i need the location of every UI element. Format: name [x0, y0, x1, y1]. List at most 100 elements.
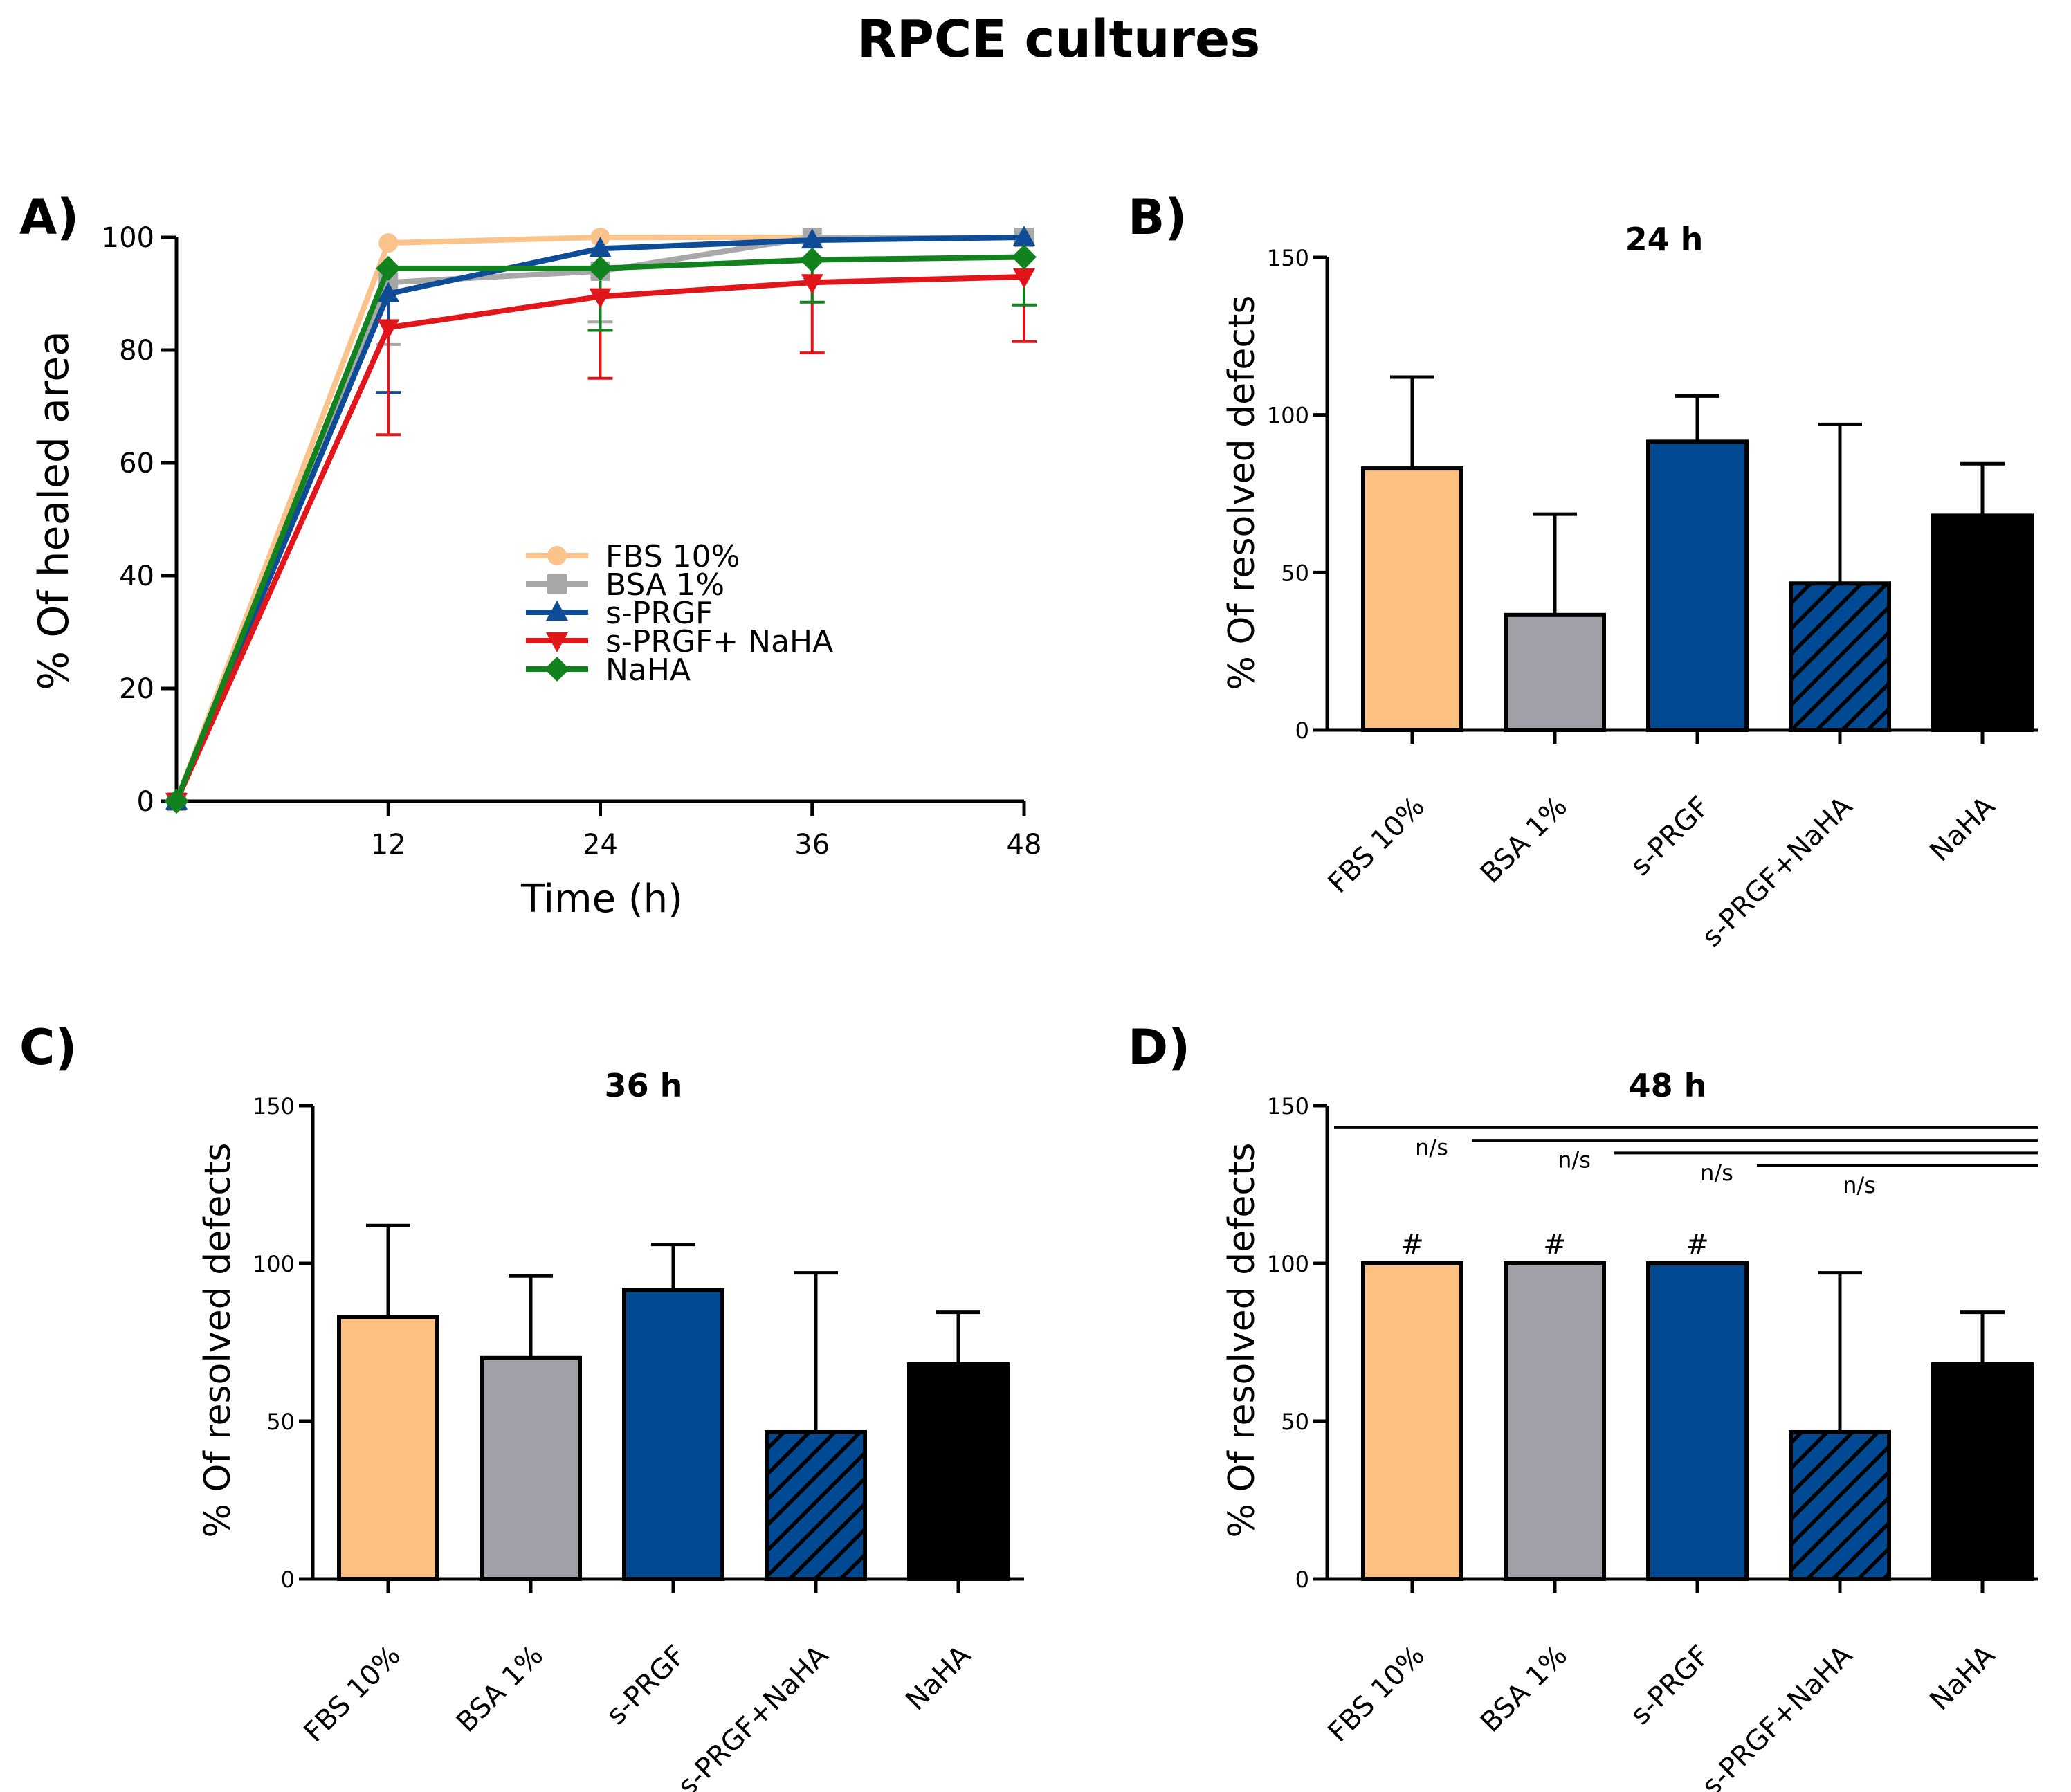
data-point-a: [1012, 244, 1037, 270]
data-point-a: [801, 228, 823, 249]
data-point-a: [164, 789, 189, 814]
x-tick-label: BSA 1%: [450, 1640, 549, 1739]
x-tick-label: NaHA: [900, 1639, 977, 1717]
bar-chart-panel-d: 48 h % Of resolved defects 0 50 100 150 FBS …: [1221, 1067, 2038, 1792]
data-point-a: [377, 319, 400, 340]
legend-label-a: FBS 10%: [605, 539, 740, 574]
bar-s-prgf: [1646, 439, 1749, 732]
bar-chart-panel-b: 24 h % Of resolved defects 0 50 100 150 FBS …: [1221, 221, 2038, 953]
y-tick-label: 50: [1281, 1409, 1309, 1435]
x-tick-label: s-PRGF+NaHA: [672, 1639, 835, 1792]
x-tick-label: NaHA: [1924, 1639, 2001, 1717]
figure-title: RPCE cultures: [857, 10, 1261, 69]
x-axis-title-a: Time (h): [520, 877, 683, 922]
data-point-a: [376, 255, 401, 281]
data-point-a: [1013, 268, 1035, 289]
panel-label-b: B): [1128, 189, 1187, 246]
data-point-a: [377, 282, 400, 302]
bar-s-prgf-naha: [1789, 1429, 1891, 1581]
bar-s-prgf: [622, 1288, 724, 1581]
x-tick-label: FBS 10%: [1322, 1640, 1432, 1749]
bar-fbs-10-: [337, 1315, 439, 1582]
x-tick-label-a: 24: [583, 829, 618, 861]
significance-hash: #: [1686, 1229, 1709, 1261]
y-tick-label: 100: [1267, 1251, 1309, 1277]
y-axis-title-a: % Of healed area: [30, 331, 78, 691]
data-point-a: [378, 233, 399, 253]
y-tick-label: 0: [1295, 717, 1309, 744]
bar-bsa-1-: [1504, 1261, 1606, 1581]
x-tick-label: FBS 10%: [1322, 791, 1432, 900]
bar-chart-panel-c: 36 h % Of resolved defects 0 50 100 150 FBS …: [197, 1067, 1024, 1792]
x-tick-label: s-PRGF: [601, 1640, 692, 1731]
x-tick-label: s-PRGF+NaHA: [1696, 790, 1859, 953]
data-point-a: [589, 237, 612, 257]
bar-bsa-1-: [480, 1355, 582, 1582]
legend-marker-a: [546, 632, 568, 652]
x-tick-label: s-PRGF+NaHA: [1696, 1639, 1859, 1792]
x-tick-label: s-PRGF: [1625, 1640, 1716, 1731]
bar-naha: [1931, 513, 2034, 733]
x-tick-label: NaHA: [1924, 790, 2001, 868]
legend-marker-a: [546, 601, 568, 621]
x-tick-label: s-PRGF: [1625, 791, 1716, 882]
significance-label: n/s: [1700, 1160, 1733, 1186]
bar-s-prgf-naha: [1789, 581, 1891, 733]
legend-label-a: NaHA: [605, 652, 691, 688]
significance-label: n/s: [1558, 1147, 1591, 1173]
legend-label-a: BSA 1%: [605, 567, 724, 603]
legend-label-a: s-PRGF+ NaHA: [605, 624, 833, 659]
y-tick-label: 0: [1295, 1566, 1309, 1593]
panel-label-d: D): [1128, 1019, 1190, 1076]
data-point-a: [801, 274, 823, 295]
y-tick-label: 150: [1267, 245, 1309, 271]
panel-label-c: C): [19, 1019, 77, 1076]
legend-label-a: s-PRGF: [605, 596, 713, 631]
significance-hash: #: [1401, 1229, 1424, 1261]
y-axis-title-d: % Of resolved defects: [1221, 1143, 1263, 1538]
y-tick-label: 0: [281, 1566, 295, 1593]
x-tick-label: FBS 10%: [298, 1640, 408, 1749]
y-tick-label-a: 80: [119, 335, 154, 367]
significance-hash: #: [1543, 1229, 1567, 1261]
bar-naha: [907, 1362, 1010, 1582]
significance-label: n/s: [1415, 1134, 1448, 1160]
y-tick-label-a: 20: [119, 673, 154, 705]
x-tick-label: BSA 1%: [1475, 791, 1573, 890]
legend-marker-a: [547, 574, 567, 594]
legend-marker-a: [545, 657, 569, 682]
significance-label: n/s: [1843, 1172, 1876, 1198]
y-tick-label-a: 0: [137, 786, 154, 818]
bar-s-prgf-naha: [765, 1429, 867, 1581]
line-chart-panel-a: % Of healed area Time (h) FBS 10%BSA 1%s…: [30, 222, 1041, 922]
data-point-a: [799, 247, 825, 273]
y-tick-label-a: 40: [119, 560, 154, 592]
x-tick-label: BSA 1%: [1475, 1640, 1573, 1739]
bar-fbs-10-: [1361, 466, 1463, 732]
y-tick-label: 50: [1281, 560, 1309, 586]
chart-title-d: 48 h: [1629, 1067, 1707, 1104]
bar-naha: [1931, 1362, 2034, 1582]
data-point-a: [1013, 226, 1035, 246]
y-axis-title-c: % Of resolved defects: [197, 1143, 239, 1538]
x-tick-label-a: 48: [1007, 829, 1042, 861]
y-tick-label: 150: [253, 1093, 295, 1119]
bar-s-prgf: [1646, 1261, 1749, 1581]
chart-title-b: 24 h: [1625, 221, 1704, 258]
data-point-a: [587, 255, 613, 281]
bar-bsa-1-: [1504, 612, 1606, 733]
y-tick-label-a: 100: [102, 222, 154, 254]
y-tick-label-a: 60: [119, 448, 154, 479]
y-tick-label: 100: [253, 1251, 295, 1277]
x-tick-label-a: 12: [371, 829, 406, 861]
panel-label-a: A): [19, 189, 79, 246]
y-tick-label: 50: [266, 1409, 295, 1435]
data-point-a: [589, 288, 612, 309]
bar-fbs-10-: [1361, 1261, 1463, 1581]
x-tick-label-a: 36: [794, 829, 830, 861]
y-tick-label: 150: [1267, 1093, 1309, 1119]
chart-title-c: 36 h: [605, 1067, 683, 1104]
y-axis-title-b: % Of resolved defects: [1221, 295, 1263, 691]
